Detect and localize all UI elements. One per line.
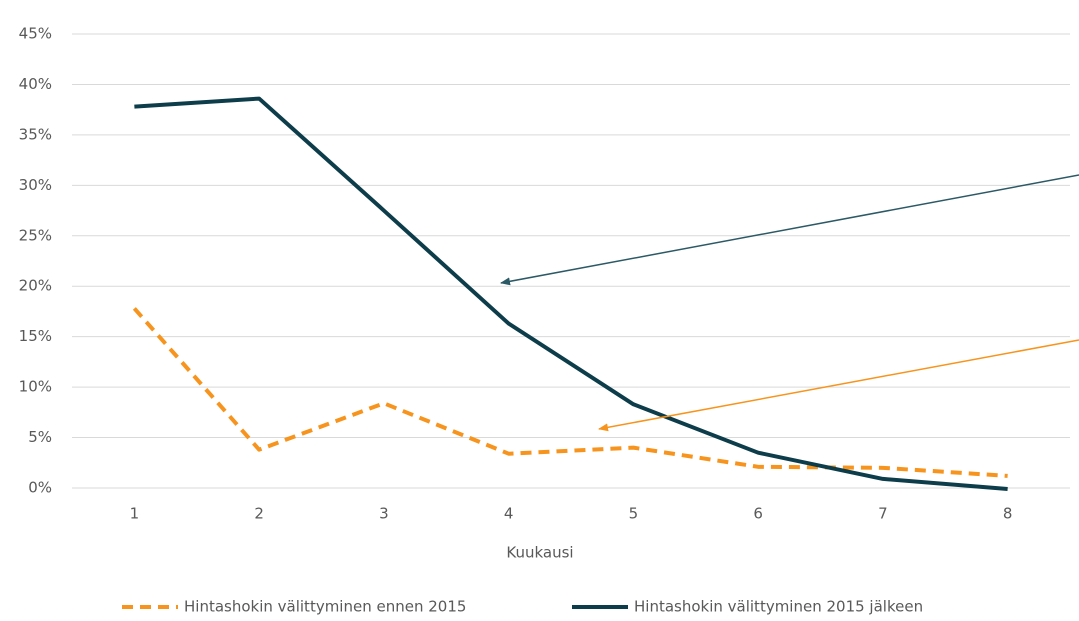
legend-label: Hintashokin välittyminen ennen 2015 bbox=[184, 598, 466, 616]
lines bbox=[132, 96, 1008, 492]
legend-label: Hintashokin välittyminen 2015 jälkeen bbox=[634, 598, 923, 616]
y-tick-label: 5% bbox=[28, 428, 52, 446]
x-tick-label: 4 bbox=[504, 505, 514, 523]
y-tick-label: 25% bbox=[19, 226, 52, 244]
series-line bbox=[134, 96, 1008, 492]
y-tick-label: 45% bbox=[19, 25, 52, 43]
x-tick-label: 5 bbox=[629, 505, 639, 523]
y-tick-label: 40% bbox=[19, 75, 52, 93]
series-line bbox=[132, 307, 1008, 478]
x-tick-label: 2 bbox=[254, 505, 264, 523]
annotation-arrow bbox=[500, 174, 1079, 286]
y-tick-label: 15% bbox=[19, 327, 52, 345]
y-tick-label: 0% bbox=[28, 479, 52, 497]
x-tick-label: 3 bbox=[379, 505, 389, 523]
y-tick-label: 10% bbox=[19, 378, 52, 396]
x-tick-label: 8 bbox=[1003, 505, 1013, 523]
x-tick-label: 6 bbox=[753, 505, 763, 523]
y-tick-label: 20% bbox=[19, 277, 52, 295]
y-tick-label: 30% bbox=[19, 176, 52, 194]
x-axis-label: Kuukausi bbox=[506, 544, 573, 562]
x-tick-label: 1 bbox=[130, 505, 140, 523]
y-tick-label: 35% bbox=[19, 125, 52, 143]
x-tick-label: 7 bbox=[878, 505, 888, 523]
annotation-arrow bbox=[598, 339, 1079, 432]
grid bbox=[72, 33, 1070, 489]
